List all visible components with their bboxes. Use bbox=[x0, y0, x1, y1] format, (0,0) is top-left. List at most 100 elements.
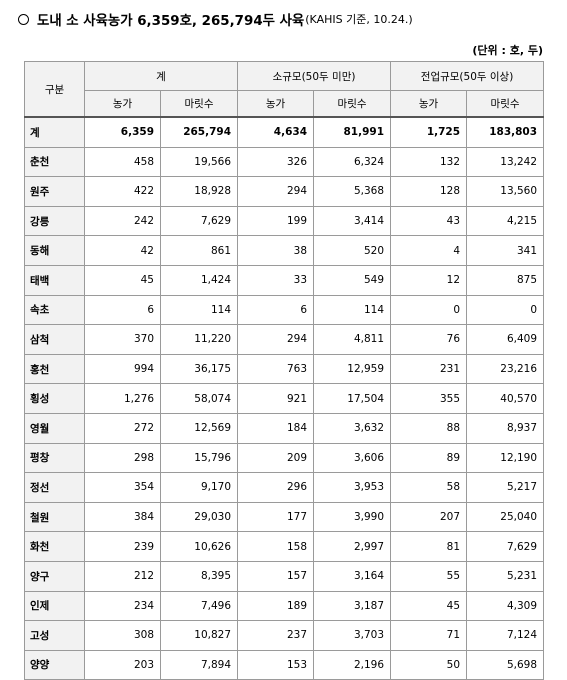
table-row: 양구 212 8,395 157 3,164 55 5,231 bbox=[24, 560, 545, 592]
table-row: 속초 6 114 6 114 0 0 bbox=[24, 294, 545, 326]
value-cell: 12,569 bbox=[159, 412, 239, 444]
value-cell: 4 bbox=[390, 235, 468, 266]
cattle-farm-table: 구분 계 소규모(50두 미만) 전업규모(50두 이상) 농가 마릿수 농가 … bbox=[24, 61, 545, 680]
value-cell: 114 bbox=[159, 294, 239, 326]
value-cell: 9,170 bbox=[159, 472, 239, 503]
value-cell: 231 bbox=[390, 353, 468, 385]
region-cell: 영월 bbox=[24, 412, 85, 444]
table-row: 철원 384 29,030 177 3,990 207 25,040 bbox=[24, 501, 545, 533]
region-cell: 춘천 bbox=[24, 146, 85, 178]
value-cell: 296 bbox=[237, 472, 315, 503]
value-cell: 13,560 bbox=[466, 176, 545, 207]
title-main: 도내 소 사육농가 6,359호, 265,794두 사육 bbox=[37, 14, 305, 29]
value-cell: 10,827 bbox=[159, 620, 239, 651]
subheader-farms: 농가 bbox=[390, 90, 468, 118]
value-cell: 81 bbox=[390, 531, 468, 562]
report-title: 도내 소 사육농가 6,359호, 265,794두 사육 (KAHIS 기준,… bbox=[18, 8, 413, 30]
value-cell: 50 bbox=[390, 649, 468, 680]
value-cell: 341 bbox=[466, 235, 545, 266]
value-cell: 5,231 bbox=[466, 560, 545, 592]
value-cell: 875 bbox=[466, 264, 545, 296]
table-body: 계 6,359 265,794 4,634 81,991 1,725 183,803 춘천 45… bbox=[24, 116, 545, 680]
value-cell: 7,496 bbox=[159, 590, 239, 622]
table-row: 삼척 370 11,220 294 4,811 76 6,409 bbox=[24, 324, 545, 355]
value-cell: 422 bbox=[84, 176, 161, 207]
value-cell: 6,359 bbox=[84, 116, 161, 148]
value-cell: 12,190 bbox=[466, 442, 545, 474]
value-cell: 12,959 bbox=[313, 353, 392, 385]
table-row: 강릉 242 7,629 199 3,414 43 4,215 bbox=[24, 205, 545, 237]
region-cell: 고성 bbox=[24, 620, 85, 651]
value-cell: 5,698 bbox=[466, 649, 545, 680]
region-cell: 평창 bbox=[24, 442, 85, 474]
table-row: 고성 308 10,827 237 3,703 71 7,124 bbox=[24, 620, 545, 651]
value-cell: 237 bbox=[237, 620, 315, 651]
value-cell: 13,242 bbox=[466, 146, 545, 178]
table-row: 원주 422 18,928 294 5,368 128 13,560 bbox=[24, 176, 545, 207]
value-cell: 33 bbox=[237, 264, 315, 296]
value-cell: 4,811 bbox=[313, 324, 392, 355]
region-cell: 철원 bbox=[24, 501, 85, 533]
value-cell: 38 bbox=[237, 235, 315, 266]
table-row: 춘천 458 19,566 326 6,324 132 13,242 bbox=[24, 146, 545, 178]
value-cell: 354 bbox=[84, 472, 161, 503]
value-cell: 549 bbox=[313, 264, 392, 296]
title-source: (KAHIS 기준, 10.24.) bbox=[305, 13, 413, 26]
value-cell: 384 bbox=[84, 501, 161, 533]
value-cell: 520 bbox=[313, 235, 392, 266]
table-row: 동해 42 861 38 520 4 341 bbox=[24, 235, 545, 266]
region-cell: 강릉 bbox=[24, 205, 85, 237]
table-row: 평창 298 15,796 209 3,606 89 12,190 bbox=[24, 442, 545, 474]
region-cell: 원주 bbox=[24, 176, 85, 207]
value-cell: 203 bbox=[84, 649, 161, 680]
value-cell: 239 bbox=[84, 531, 161, 562]
value-cell: 294 bbox=[237, 176, 315, 207]
value-cell: 6,409 bbox=[466, 324, 545, 355]
unit-note: (단위 : 호, 두) bbox=[472, 44, 543, 57]
value-cell: 89 bbox=[390, 442, 468, 474]
region-cell: 계 bbox=[24, 116, 85, 148]
value-cell: 11,220 bbox=[159, 324, 239, 355]
value-cell: 10,626 bbox=[159, 531, 239, 562]
subheader-heads: 마릿수 bbox=[466, 90, 545, 118]
total-row: 계 6,359 265,794 4,634 81,991 1,725 183,803 bbox=[24, 116, 545, 148]
value-cell: 370 bbox=[84, 324, 161, 355]
value-cell: 8,937 bbox=[466, 412, 545, 444]
value-cell: 6,324 bbox=[313, 146, 392, 178]
circle-bullet-icon bbox=[18, 13, 29, 25]
value-cell: 7,894 bbox=[159, 649, 239, 680]
region-cell: 화천 bbox=[24, 531, 85, 562]
value-cell: 88 bbox=[390, 412, 468, 444]
value-cell: 1,424 bbox=[159, 264, 239, 296]
region-cell: 삼척 bbox=[24, 324, 85, 355]
value-cell: 6 bbox=[84, 294, 161, 326]
value-cell: 25,040 bbox=[466, 501, 545, 533]
value-cell: 298 bbox=[84, 442, 161, 474]
value-cell: 7,124 bbox=[466, 620, 545, 651]
value-cell: 308 bbox=[84, 620, 161, 651]
value-cell: 58,074 bbox=[159, 383, 239, 414]
value-cell: 158 bbox=[237, 531, 315, 562]
value-cell: 0 bbox=[390, 294, 468, 326]
value-cell: 3,703 bbox=[313, 620, 392, 651]
value-cell: 81,991 bbox=[313, 116, 392, 148]
value-cell: 212 bbox=[84, 560, 161, 592]
value-cell: 183,803 bbox=[466, 116, 545, 148]
region-cell: 양구 bbox=[24, 560, 85, 592]
value-cell: 114 bbox=[313, 294, 392, 326]
table-row: 태백 45 1,424 33 549 12 875 bbox=[24, 264, 545, 296]
value-cell: 42 bbox=[84, 235, 161, 266]
value-cell: 29,030 bbox=[159, 501, 239, 533]
region-cell: 양양 bbox=[24, 649, 85, 680]
value-cell: 76 bbox=[390, 324, 468, 355]
value-cell: 3,953 bbox=[313, 472, 392, 503]
value-cell: 209 bbox=[237, 442, 315, 474]
header-group-large: 전업규모(50두 이상) bbox=[390, 61, 545, 91]
value-cell: 18,928 bbox=[159, 176, 239, 207]
value-cell: 36,175 bbox=[159, 353, 239, 385]
table-row: 홍천 994 36,175 763 12,959 231 23,216 bbox=[24, 353, 545, 385]
value-cell: 921 bbox=[237, 383, 315, 414]
value-cell: 1,276 bbox=[84, 383, 161, 414]
value-cell: 132 bbox=[390, 146, 468, 178]
table-row: 양양 203 7,894 153 2,196 50 5,698 bbox=[24, 649, 545, 680]
